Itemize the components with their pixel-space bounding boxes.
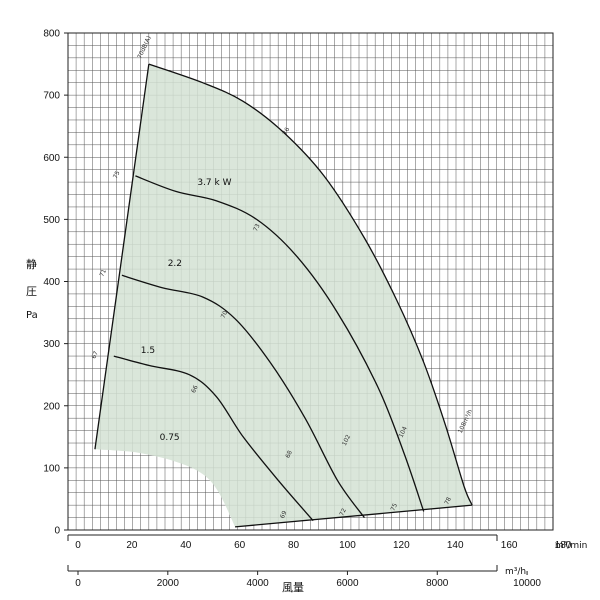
operating-region-fill bbox=[94, 64, 473, 527]
envelope-top-curve bbox=[148, 63, 473, 506]
annotation-10: 75 bbox=[389, 502, 399, 512]
operating-region bbox=[94, 64, 473, 527]
x-tick-label-top: 60 bbox=[234, 540, 246, 551]
x-tick-label-bottom: 8000 bbox=[426, 578, 449, 589]
y-axis-label-2: 圧 bbox=[26, 285, 37, 298]
annotation-3: 70 bbox=[220, 310, 230, 320]
annotation-7: 67 bbox=[90, 350, 100, 360]
performance-curves bbox=[94, 63, 473, 528]
x-tick-label-bottom: 0 bbox=[75, 578, 81, 589]
annotation-6: 71 bbox=[98, 268, 108, 278]
x-tick-label-top: 140 bbox=[447, 540, 464, 551]
y-axis-label-1: 静 bbox=[26, 257, 37, 271]
envelope-left-edge bbox=[94, 63, 150, 450]
y-tick-label: 100 bbox=[43, 463, 60, 474]
y-tick-label: 600 bbox=[43, 153, 60, 164]
x-unit-bottom: m³/h bbox=[505, 567, 526, 577]
annotation-8: 69 bbox=[279, 510, 289, 520]
y-tick-label: 200 bbox=[43, 401, 60, 412]
y-tick-label: 500 bbox=[43, 215, 60, 226]
envelope-bottom-edge bbox=[234, 504, 473, 528]
annotation-14: 104 bbox=[398, 425, 409, 439]
x-tick-label-top: 180 bbox=[555, 540, 572, 551]
x-tick-label-bottom: 4000 bbox=[247, 578, 270, 589]
annotation-5: 75 bbox=[112, 170, 122, 180]
y-tick-label: 700 bbox=[43, 91, 60, 102]
annotation-1: 76 bbox=[282, 126, 292, 136]
y-tick-label: 800 bbox=[43, 29, 60, 40]
annotation-9: 72 bbox=[338, 507, 348, 517]
x-tick-label-top: 100 bbox=[339, 540, 356, 551]
curve-label-0: 3.7 k W bbox=[197, 178, 231, 188]
y-tick-label: 400 bbox=[43, 277, 60, 288]
x-tick-label-bottom: 2000 bbox=[157, 578, 180, 589]
y-axis-label-3: Pa bbox=[26, 310, 38, 321]
curve-2 bbox=[113, 355, 314, 522]
annotation-11: 78 bbox=[443, 496, 453, 506]
y-tick-label: 0 bbox=[54, 526, 60, 537]
x-tick-label-top: 0 bbox=[75, 540, 81, 551]
annotation-2: 73 bbox=[252, 223, 262, 233]
x-tick-label-top: 160 bbox=[501, 540, 518, 551]
curve-label-1: 2.2 bbox=[168, 259, 182, 269]
x-tick-label-top: 120 bbox=[393, 540, 410, 551]
curve-1 bbox=[121, 274, 365, 518]
annotation-12: 68 bbox=[284, 449, 294, 459]
x-tick-label-bottom: 10000 bbox=[513, 578, 541, 589]
x-axis-caption: 風量 bbox=[282, 581, 304, 594]
y-tick-label: 300 bbox=[43, 339, 60, 350]
annotation-4: 66 bbox=[190, 384, 200, 394]
x-tick-label-bottom: 6000 bbox=[336, 578, 359, 589]
curve-label-2: 1.5 bbox=[141, 346, 155, 356]
x-tick-label-top: 40 bbox=[180, 540, 192, 551]
annotation-0: 70dB(A) bbox=[136, 35, 153, 60]
x-tick-label-top: 80 bbox=[288, 540, 300, 551]
x-tick-label-top: 20 bbox=[126, 540, 138, 551]
curve-label-3: 0.75 bbox=[160, 433, 180, 443]
curve-0 bbox=[135, 175, 425, 512]
annotation-13: 102 bbox=[341, 433, 352, 447]
x-unit-top: m³/min bbox=[555, 541, 587, 551]
